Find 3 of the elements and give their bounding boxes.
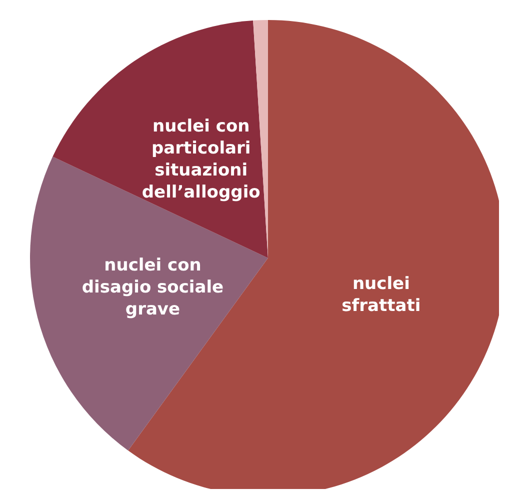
slice-label: nuclei sfrattati [342, 274, 421, 316]
slice-label: nuclei con disagio sociale grave [82, 256, 224, 320]
slice-label: nuclei con particolari situazioni dell’alloggio [142, 116, 260, 203]
